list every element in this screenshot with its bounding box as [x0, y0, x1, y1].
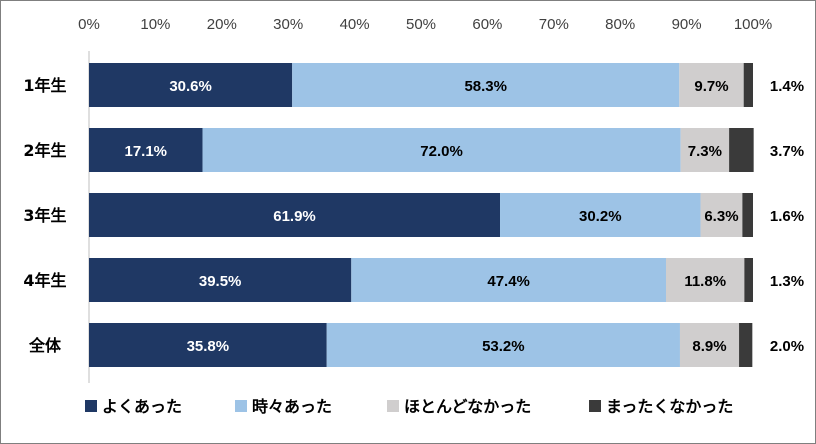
data-label: 39.5% — [199, 273, 242, 290]
bar-segment — [500, 193, 701, 237]
data-label: 72.0% — [420, 143, 463, 160]
legend-swatch — [387, 400, 399, 412]
bar-segment — [89, 128, 203, 172]
data-label: 61.9% — [273, 208, 316, 225]
bar-segment — [739, 323, 753, 367]
legend-label: まったくなかった — [606, 397, 733, 416]
x-tick-label: 100% — [734, 16, 772, 33]
bar-segment — [743, 63, 753, 107]
bar-segment — [292, 63, 680, 107]
data-label: 1.6% — [770, 208, 804, 225]
bar-segment — [744, 258, 753, 302]
x-tick-label: 20% — [207, 16, 237, 33]
bar-segment — [742, 193, 753, 237]
bar-segment — [202, 128, 681, 172]
x-tick-label: 40% — [340, 16, 370, 33]
x-tick-label: 0% — [78, 16, 100, 33]
x-tick-label: 10% — [140, 16, 170, 33]
bar-segment — [351, 258, 667, 302]
data-label: 30.6% — [169, 78, 212, 95]
data-label: 2.0% — [770, 338, 804, 355]
category-label: 3年生 — [23, 206, 66, 225]
data-label: 3.7% — [770, 143, 804, 160]
x-tick-label: 80% — [605, 16, 635, 33]
data-label: 53.2% — [482, 338, 525, 355]
bar-segment — [679, 323, 740, 367]
bar-segment — [89, 258, 352, 302]
legend-label: よくあった — [102, 397, 182, 416]
category-label: 全体 — [28, 336, 62, 355]
x-tick-label: 30% — [273, 16, 303, 33]
data-label: 6.3% — [704, 208, 738, 225]
data-label: 58.3% — [464, 78, 507, 95]
legend-swatch — [85, 400, 97, 412]
bar-segment — [700, 193, 743, 237]
category-label: 4年生 — [23, 271, 66, 290]
bar-segment — [680, 128, 730, 172]
data-label: 47.4% — [487, 273, 530, 290]
category-label: 2年生 — [23, 141, 66, 160]
legend-swatch — [235, 400, 247, 412]
category-label: 1年生 — [23, 76, 66, 95]
data-label: 7.3% — [688, 143, 722, 160]
data-label: 11.8% — [684, 273, 726, 290]
bar-segment — [89, 193, 501, 237]
bar-segment — [89, 323, 327, 367]
data-label: 17.1% — [124, 143, 167, 160]
bar-segment — [326, 323, 680, 367]
x-tick-label: 70% — [539, 16, 569, 33]
bar-segment — [89, 63, 293, 107]
legend-label: ほとんどなかった — [404, 397, 531, 416]
data-label: 35.8% — [187, 338, 230, 355]
x-tick-label: 50% — [406, 16, 436, 33]
data-label: 1.4% — [770, 78, 804, 95]
data-label: 9.7% — [694, 78, 728, 95]
data-label: 8.9% — [692, 338, 726, 355]
legend-swatch — [589, 400, 601, 412]
data-label: 30.2% — [579, 208, 622, 225]
bar-segment — [729, 128, 754, 172]
x-tick-label: 60% — [472, 16, 502, 33]
x-tick-label: 90% — [672, 16, 702, 33]
bar-segment — [666, 258, 745, 302]
data-label: 1.3% — [770, 273, 804, 290]
legend-label: 時々あった — [252, 397, 332, 416]
bar-segment — [679, 63, 744, 107]
